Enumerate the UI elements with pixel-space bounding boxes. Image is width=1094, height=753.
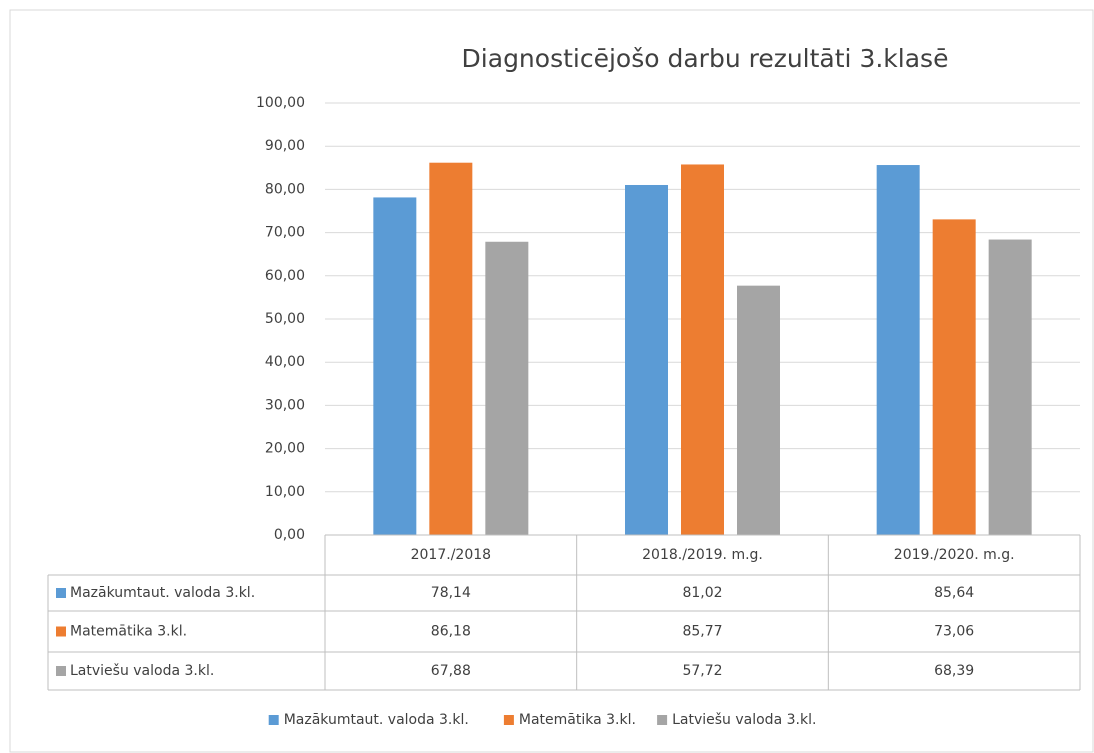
y-tick-label: 0,00 <box>274 527 305 543</box>
y-tick-label: 50,00 <box>265 311 305 327</box>
table-value: 86,18 <box>431 624 471 640</box>
table-row-label: Latviešu valoda 3.kl. <box>70 663 214 679</box>
table-value: 78,14 <box>431 585 471 601</box>
y-tick-label: 60,00 <box>265 268 305 284</box>
table-value: 57,72 <box>682 663 722 679</box>
table-value: 81,02 <box>682 585 722 601</box>
table-key <box>56 626 66 637</box>
legend-key <box>268 715 279 725</box>
y-tick-label: 70,00 <box>265 225 305 241</box>
table-row-label: Matemātika 3.kl. <box>70 624 187 640</box>
y-tick-label: 80,00 <box>265 181 305 197</box>
y-tick-label: 90,00 <box>265 138 305 154</box>
y-tick-label: 10,00 <box>265 484 305 500</box>
legend-label: Matemātika 3.kl. <box>519 712 636 728</box>
table-row-label: Mazākumtaut. valoda 3.kl. <box>70 585 255 601</box>
x-tick-label: 2018./2019. m.g. <box>642 547 763 563</box>
table-key <box>56 666 66 676</box>
bar <box>932 219 976 535</box>
bar <box>373 197 417 536</box>
legend-key <box>657 715 668 725</box>
table-value: 67,88 <box>431 663 471 679</box>
legend-key <box>503 715 514 725</box>
bar <box>988 239 1032 535</box>
bar <box>429 162 473 535</box>
chart-title: Diagnosticējošo darbu rezultāti 3.klasē <box>462 44 949 73</box>
table-value: 85,77 <box>682 624 722 640</box>
legend-label: Latviešu valoda 3.kl. <box>672 712 816 728</box>
bar <box>485 241 529 535</box>
y-tick-label: 20,00 <box>265 441 305 457</box>
bar <box>681 164 724 535</box>
x-tick-label: 2019./2020. m.g. <box>894 547 1015 563</box>
bar <box>876 165 920 535</box>
bar <box>737 285 780 535</box>
table-key <box>56 588 66 598</box>
y-tick-label: 100,00 <box>256 95 305 111</box>
table-value: 85,64 <box>934 585 974 601</box>
table-value: 73,06 <box>934 624 974 640</box>
table-value: 68,39 <box>934 663 974 679</box>
y-tick-label: 40,00 <box>265 354 305 370</box>
chart-border <box>9 9 1094 753</box>
y-tick-label: 30,00 <box>265 397 305 413</box>
legend-label: Mazākumtaut. valoda 3.kl. <box>284 712 469 728</box>
x-tick-label: 2017./2018 <box>411 547 491 563</box>
bar <box>625 184 668 536</box>
